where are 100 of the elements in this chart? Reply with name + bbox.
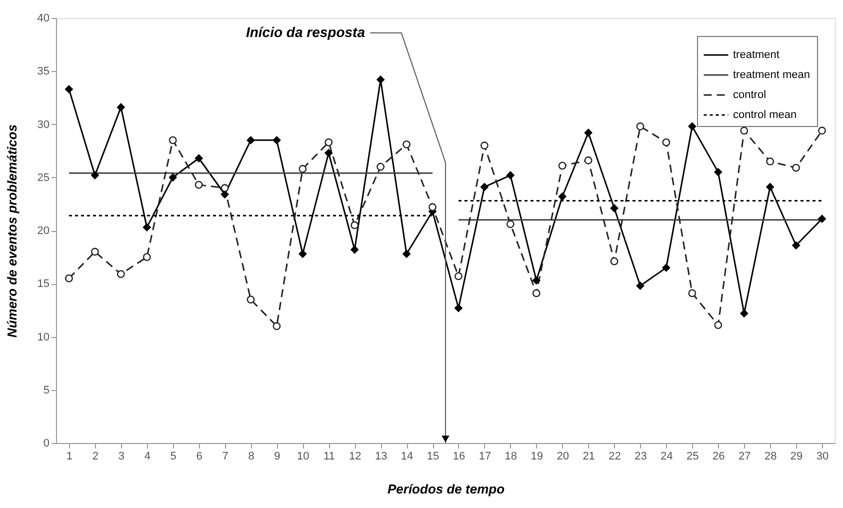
point — [688, 289, 696, 298]
point — [350, 246, 359, 254]
point — [298, 250, 307, 258]
point — [90, 248, 99, 256]
legend-label: treatment mean — [733, 69, 810, 81]
point — [636, 282, 644, 290]
point — [116, 270, 125, 278]
x-tick-label: 25 — [686, 450, 699, 462]
x-tick-label: 4 — [144, 450, 150, 462]
y-tick-label: 5 — [43, 384, 50, 396]
point — [818, 126, 826, 135]
x-tick-label: 12 — [348, 450, 362, 462]
x-tick-label: 1 — [66, 450, 73, 462]
point — [246, 296, 255, 304]
point — [298, 164, 307, 173]
point — [376, 162, 385, 171]
point — [584, 128, 592, 137]
point — [740, 309, 748, 318]
point — [454, 304, 462, 312]
x-tick-label: 7 — [222, 450, 228, 462]
point — [194, 180, 203, 189]
point — [714, 321, 722, 330]
x-tick-label: 14 — [400, 450, 414, 462]
point — [272, 322, 281, 330]
point — [662, 264, 670, 272]
x-tick-label: 6 — [196, 450, 202, 462]
point — [714, 168, 722, 176]
y-tick-label: 40 — [37, 12, 50, 24]
x-tick-label: 26 — [712, 450, 725, 462]
y-tick-label: 0 — [43, 438, 50, 450]
point — [506, 171, 514, 180]
x-tick-label: 16 — [452, 450, 466, 462]
x-axis-title: Períodos de tempo — [387, 482, 505, 496]
point — [636, 122, 644, 130]
point — [610, 257, 618, 266]
point — [688, 122, 696, 130]
x-tick-label: 5 — [170, 450, 176, 462]
point — [142, 253, 151, 262]
y-tick-label: 30 — [37, 118, 50, 131]
point — [766, 157, 774, 166]
point — [402, 140, 411, 148]
x-tick-label: 18 — [504, 450, 518, 462]
point — [558, 192, 566, 200]
point — [792, 164, 800, 172]
point — [402, 250, 411, 258]
annotation: Início da resposta — [246, 24, 366, 40]
x-tick-label: 10 — [297, 450, 310, 462]
x-tick-label: 3 — [118, 450, 124, 462]
x-tick-label: 17 — [478, 450, 492, 462]
point — [454, 272, 462, 280]
x-tick-label: 11 — [323, 450, 335, 462]
point — [506, 220, 514, 228]
point — [818, 214, 826, 223]
x-tick-label: 15 — [426, 450, 440, 462]
x-tick-label: 9 — [274, 450, 280, 462]
point — [246, 136, 255, 144]
point — [324, 138, 333, 146]
point — [428, 203, 436, 212]
y-tick-label: 20 — [37, 225, 50, 237]
y-tick-label: 10 — [37, 331, 50, 344]
x-tick-label: 24 — [660, 450, 673, 462]
point — [65, 274, 73, 282]
point — [532, 276, 540, 284]
point — [558, 162, 566, 170]
x-tick-label: 20 — [556, 450, 569, 462]
point — [610, 204, 618, 212]
legend-label: treatment — [733, 49, 780, 61]
point — [194, 154, 203, 162]
x-tick-label: 23 — [634, 450, 647, 462]
point — [350, 221, 359, 230]
point — [792, 241, 800, 250]
point — [766, 182, 774, 191]
point — [662, 138, 670, 146]
point — [324, 148, 333, 157]
point — [116, 103, 125, 112]
x-tick-label: 13 — [374, 450, 388, 462]
x-tick-label: 2 — [92, 450, 99, 462]
x-tick-label: 28 — [764, 450, 777, 462]
y-tick-label: 15 — [37, 278, 50, 290]
x-tick-label: 30 — [816, 450, 829, 462]
x-tick-label: 29 — [790, 450, 803, 462]
x-tick-label: 21 — [582, 450, 595, 462]
y-tick-label: 35 — [37, 66, 50, 78]
point — [480, 182, 488, 191]
point — [65, 85, 73, 94]
point — [90, 171, 99, 180]
point — [220, 184, 229, 192]
point — [168, 136, 177, 144]
point — [584, 156, 592, 164]
x-tick-label: 22 — [608, 450, 621, 462]
legend-label: control — [733, 89, 766, 101]
point — [272, 136, 281, 144]
point — [168, 173, 177, 182]
point — [376, 76, 385, 84]
point — [480, 142, 488, 150]
x-tick-label: 8 — [248, 450, 254, 462]
point — [532, 289, 540, 298]
x-tick-label: 19 — [530, 450, 544, 462]
point — [740, 126, 748, 135]
x-tick-label: 27 — [738, 450, 751, 462]
